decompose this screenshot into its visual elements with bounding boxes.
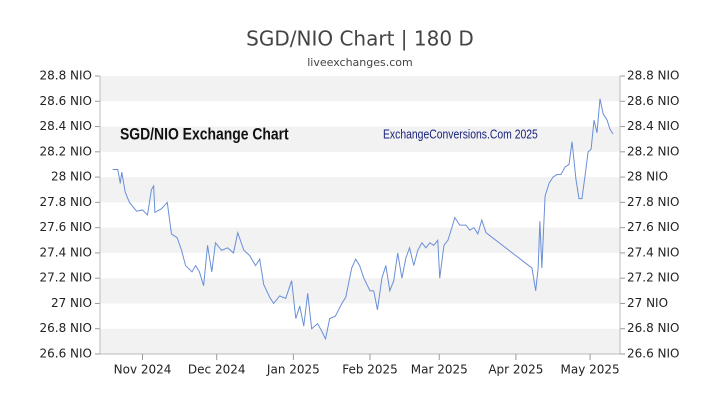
x-tick-label: Feb 2025	[342, 363, 398, 377]
y-tick-label: 27.6 NIO	[40, 220, 93, 234]
y-tick-label: 28.6 NIO	[40, 94, 93, 108]
y2-tick-label: 27.2 NIO	[627, 271, 680, 285]
y2-tick-label: 26.8 NIO	[627, 321, 680, 335]
y-tick-label: 26.8 NIO	[40, 321, 93, 335]
x-tick-label: May 2025	[560, 363, 619, 377]
y-tick-label: 28 NIO	[51, 170, 92, 184]
y2-tick-label: 27 NIO	[627, 296, 668, 310]
x-tick-label: Jan 2025	[266, 363, 320, 377]
y-tick-label: 26.6 NIO	[40, 347, 93, 361]
grid-band	[100, 126, 620, 152]
grid-band	[100, 76, 620, 102]
y2-tick-label: 28.6 NIO	[627, 94, 680, 108]
y-tick-label: 28.2 NIO	[40, 144, 93, 158]
grid-band	[100, 328, 620, 354]
annotation: SGD/NIO Exchange Chart	[120, 125, 289, 144]
grid-band	[100, 278, 620, 304]
y-tick-label: 27.4 NIO	[40, 245, 93, 259]
grid-bands	[100, 76, 620, 354]
y2-tick-label: 28 NIO	[627, 170, 668, 184]
plot: 26.6 NIO 26.6 NIO 26.8 NIO 26.8 NIO 27 NIO 27…	[40, 69, 680, 377]
y-tick-label: 28.8 NIO	[40, 69, 93, 83]
x-tick-label: Apr 2025	[488, 363, 543, 377]
grid-band	[100, 227, 620, 253]
chart-title: SGD/NIO Chart | 180 D	[246, 27, 474, 51]
x-tick-label: Dec 2024	[188, 363, 246, 377]
y2-tick-label: 27.4 NIO	[627, 245, 680, 259]
price-line	[112, 98, 614, 341]
y2-tick-label: 27.8 NIO	[627, 195, 680, 209]
y2-tick-label: 28.8 NIO	[627, 69, 680, 83]
grid-band	[100, 177, 620, 203]
y2-tick-label: 28.2 NIO	[627, 144, 680, 158]
chart-subtitle: liveexchanges.com	[307, 56, 412, 69]
y-tick-label: 28.4 NIO	[40, 119, 93, 133]
y-tick-label: 27 NIO	[51, 296, 92, 310]
y-tick-label: 27.8 NIO	[40, 195, 93, 209]
annotation: ExchangeConversions.Com 2025	[383, 127, 538, 141]
y2-tick-label: 28.4 NIO	[627, 119, 680, 133]
y2-tick-label: 26.6 NIO	[627, 347, 680, 361]
y-tick-label: 27.2 NIO	[40, 271, 93, 285]
y2-tick-label: 27.6 NIO	[627, 220, 680, 234]
x-tick-label: Mar 2025	[411, 363, 468, 377]
x-tick-label: Nov 2024	[114, 363, 172, 377]
